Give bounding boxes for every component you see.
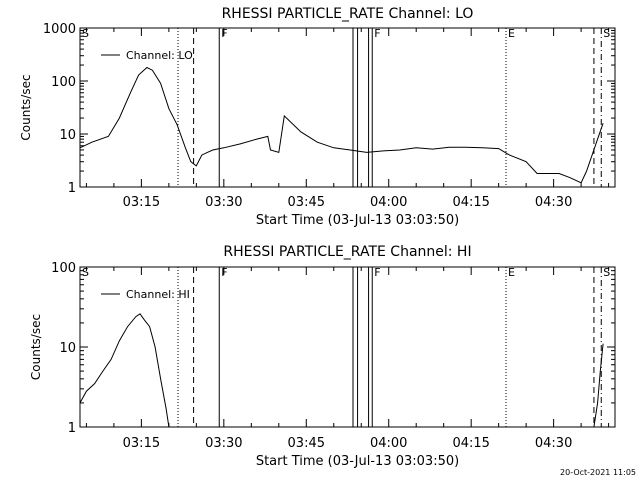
panel-lo: RHESSI PARTICLE_RATE Channel: LO 1 10 100 10… bbox=[19, 6, 616, 228]
x-tick-label: 03:15 bbox=[123, 195, 160, 210]
y-tick-label: 1000 bbox=[43, 22, 76, 37]
date-stamp: 20-Oct-2021 11:05 bbox=[560, 468, 636, 477]
event-marker-label: F bbox=[221, 27, 227, 40]
legend-label: Channel: LO bbox=[126, 49, 193, 62]
x-tick-label: 04:00 bbox=[370, 195, 407, 210]
x-tick-label: 04:15 bbox=[452, 195, 489, 210]
event-marker-label: E bbox=[508, 266, 515, 279]
y-tick-label: 100 bbox=[51, 261, 76, 276]
y-tick-label: 1 bbox=[68, 421, 76, 436]
y-axis-label: Counts/sec bbox=[29, 314, 43, 380]
y-tick-label: 10 bbox=[59, 128, 76, 143]
x-tick-label: 04:00 bbox=[370, 436, 407, 451]
x-axis-label: Start Time (03-Jul-13 03:03:50) bbox=[256, 213, 459, 228]
panel-hi: RHESSI PARTICLE_RATE Channel: HI 1 10 100 03… bbox=[29, 244, 616, 469]
y-axis-label: Counts/sec bbox=[19, 74, 33, 140]
y-tick-label: 1 bbox=[68, 181, 76, 196]
x-tick-label: 03:45 bbox=[288, 195, 325, 210]
x-tick-label: 03:30 bbox=[205, 195, 242, 210]
legend-label: Channel: HI bbox=[126, 288, 190, 301]
y-tick-label: 10 bbox=[59, 341, 76, 356]
x-axis-label: Start Time (03-Jul-13 03:03:50) bbox=[256, 454, 459, 469]
chart-title: RHESSI PARTICLE_RATE Channel: LO bbox=[222, 6, 474, 22]
event-marker-label: F bbox=[374, 266, 380, 279]
event-marker-label: S bbox=[603, 27, 610, 40]
chart-title: RHESSI PARTICLE_RATE Channel: HI bbox=[223, 244, 471, 260]
event-marker-label: S bbox=[603, 266, 610, 279]
event-marker-label: E bbox=[508, 27, 515, 40]
x-tick-label: 03:45 bbox=[288, 436, 325, 451]
x-tick-label: 03:30 bbox=[205, 436, 242, 451]
x-tick-label: 04:30 bbox=[535, 436, 572, 451]
event-marker-label: F bbox=[374, 27, 380, 40]
x-tick-label: 03:15 bbox=[123, 436, 160, 451]
y-tick-label: 100 bbox=[51, 75, 76, 90]
event-marker-label: S bbox=[82, 266, 89, 279]
series-line bbox=[593, 343, 604, 428]
series-line bbox=[79, 66, 604, 184]
event-marker-label: F bbox=[221, 266, 227, 279]
series-line bbox=[79, 313, 170, 428]
x-tick-label: 04:15 bbox=[452, 436, 489, 451]
x-tick-label: 04:30 bbox=[535, 195, 572, 210]
event-marker-label: S bbox=[82, 27, 89, 40]
